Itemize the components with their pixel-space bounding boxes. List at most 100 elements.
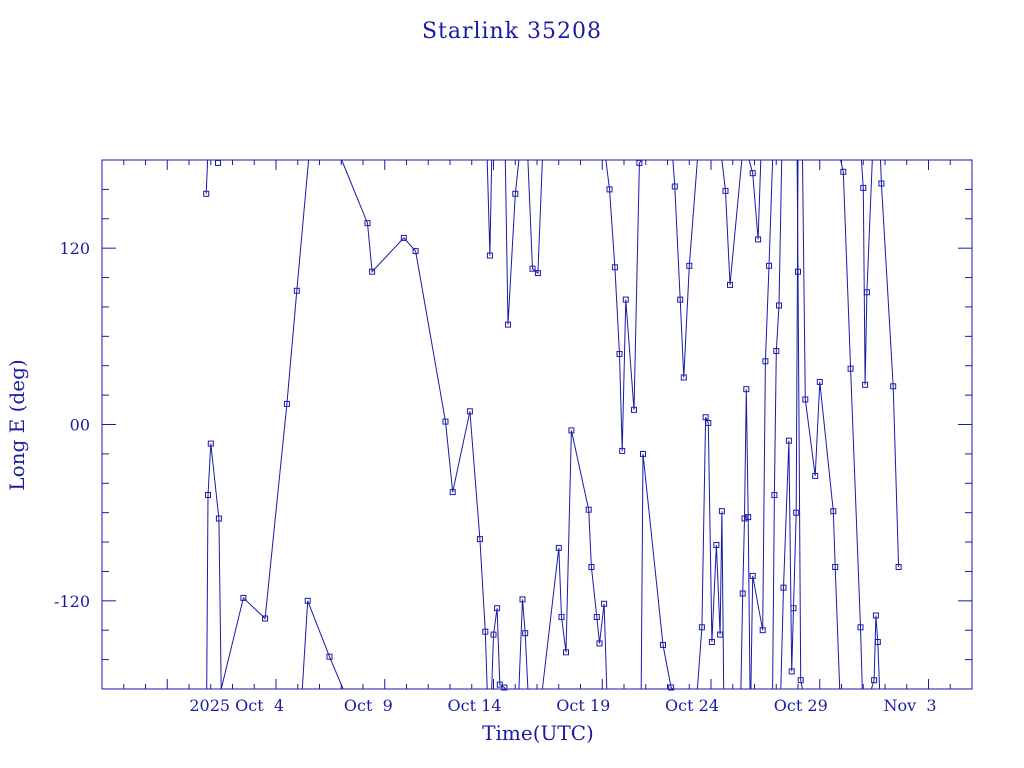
data-point — [780, 584, 787, 591]
data-point — [713, 542, 720, 548]
data-point — [793, 509, 800, 516]
series-line-22 — [796, 159, 803, 690]
data-point — [830, 508, 837, 515]
data-point — [802, 396, 809, 403]
data-point — [529, 265, 536, 272]
data-point — [705, 420, 712, 426]
data-point — [563, 649, 569, 656]
data-point — [412, 248, 419, 255]
data-point — [686, 262, 693, 269]
data-point — [816, 378, 823, 385]
plot-area — [203, 159, 902, 691]
data-point — [512, 190, 519, 197]
data-point — [722, 187, 729, 194]
data-point — [369, 268, 376, 275]
series-line-9 — [518, 599, 529, 690]
x-tick-label: Oct 29 — [774, 696, 828, 715]
data-point — [534, 270, 541, 277]
data-point — [790, 605, 797, 612]
series-line-0 — [205, 159, 209, 194]
series-line-13 — [640, 453, 674, 690]
data-point — [215, 515, 222, 522]
data-point — [622, 296, 629, 303]
data-point — [727, 281, 733, 288]
x-tick-label: Nov 3 — [883, 696, 936, 715]
data-point — [449, 489, 456, 496]
data-point — [207, 440, 214, 447]
data-point — [872, 612, 879, 619]
data-point — [486, 252, 493, 259]
series-line-5 — [341, 159, 488, 690]
data-point — [326, 653, 333, 660]
series-line-2 — [206, 443, 222, 690]
data-point — [788, 668, 795, 675]
x-tick-label: Oct 19 — [556, 696, 610, 715]
data-point — [640, 450, 646, 457]
series-line-12 — [605, 159, 643, 451]
x-tick-label: Oct 24 — [665, 696, 719, 715]
data-point — [860, 184, 867, 191]
data-point — [755, 236, 762, 243]
data-point — [840, 168, 847, 175]
data-point — [205, 492, 211, 498]
data-point — [364, 220, 371, 227]
data-point — [636, 159, 643, 166]
data-point — [585, 506, 592, 513]
data-point — [759, 627, 766, 634]
series-line-15 — [696, 416, 725, 690]
data-point — [215, 159, 221, 166]
series-line-21 — [780, 159, 799, 690]
series-line-6 — [486, 159, 493, 256]
data-point — [771, 492, 778, 498]
series-line-17 — [740, 389, 751, 690]
data-point — [283, 400, 290, 407]
data-point — [240, 594, 247, 601]
data-point — [749, 572, 756, 579]
series-line-3 — [220, 159, 310, 690]
data-point — [631, 406, 637, 413]
data-point — [400, 234, 407, 241]
data-point — [304, 597, 311, 604]
data-point — [878, 180, 885, 187]
data-point — [490, 631, 497, 638]
data-point — [568, 427, 575, 434]
data-point — [522, 630, 529, 637]
data-point — [708, 639, 715, 645]
data-point — [795, 268, 801, 275]
data-point — [749, 170, 756, 177]
data-point — [890, 383, 897, 390]
data-point — [601, 600, 608, 607]
data-point — [519, 596, 526, 603]
data-point — [616, 351, 623, 357]
data-point — [717, 631, 724, 638]
data-point — [812, 472, 819, 479]
series-line-27 — [880, 159, 900, 568]
data-point — [862, 381, 869, 388]
data-point — [619, 447, 626, 454]
data-point — [857, 624, 864, 631]
data-point — [718, 508, 725, 515]
data-point — [262, 615, 269, 622]
data-point — [785, 437, 792, 444]
series-line-18 — [748, 159, 762, 240]
plot-frame — [101, 159, 973, 690]
y-tick-label: 120 — [59, 239, 90, 258]
data-point — [588, 564, 595, 570]
data-point — [762, 358, 769, 365]
data-point — [895, 564, 902, 570]
data-point — [743, 386, 750, 393]
data-point — [494, 605, 501, 612]
series-line-11 — [541, 430, 608, 690]
series-line-4 — [301, 600, 344, 690]
data-point — [505, 321, 511, 328]
series-line-20 — [772, 159, 783, 690]
data-point — [593, 614, 600, 620]
series-line-10 — [527, 159, 543, 275]
data-point — [766, 262, 772, 269]
data-point — [501, 684, 508, 691]
data-point — [442, 418, 449, 425]
series-line-16 — [721, 159, 743, 285]
data-point — [558, 614, 565, 620]
y-tick-labels: 120 00 -120 — [54, 239, 90, 611]
